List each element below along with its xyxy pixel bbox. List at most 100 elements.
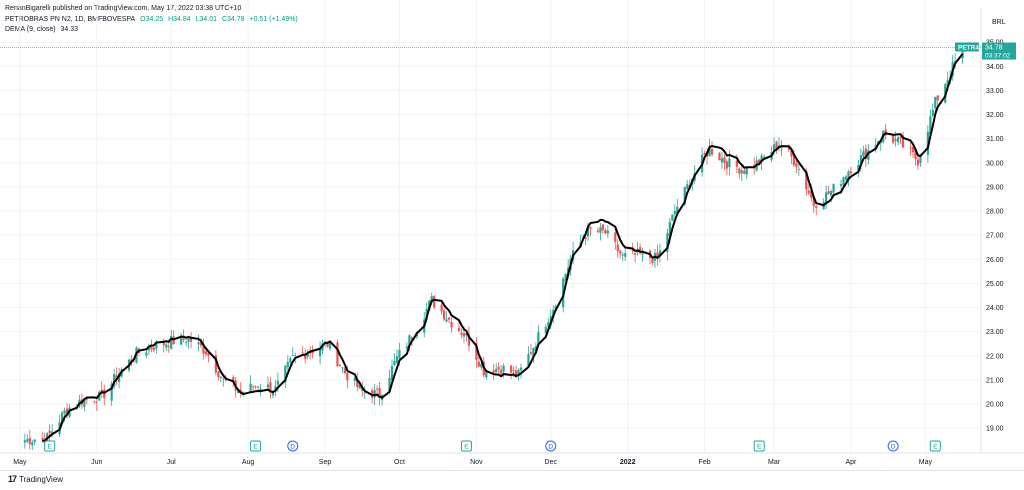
symbol-name[interactable]: PETROBRAS PN N2, 1D, BMFBOVESPA (5, 16, 136, 23)
y-tick-label: 34.00 (986, 64, 1004, 71)
event-label: D (891, 444, 896, 451)
candle-body (83, 398, 86, 408)
y-tick-label: 26.00 (986, 257, 1004, 264)
candle-body (147, 347, 150, 351)
candle-body (480, 363, 483, 368)
candle-body (519, 367, 523, 371)
candle-body (31, 442, 34, 446)
candle-body (745, 166, 748, 175)
candle-body (780, 147, 783, 149)
candle-body (294, 355, 297, 357)
candle-body (304, 354, 307, 359)
candle-body (634, 253, 637, 255)
candlesticks (23, 45, 964, 450)
y-tick-label: 19.00 (986, 426, 1004, 433)
candle-body (113, 374, 116, 387)
candle-body (274, 386, 277, 392)
y-tick-label: 23.00 (986, 329, 1004, 336)
dividend-marker[interactable] (887, 440, 899, 452)
x-tick-label: Aug (242, 459, 255, 466)
earnings-marker[interactable] (753, 440, 765, 452)
candle-body (184, 342, 188, 344)
candle-body (475, 342, 478, 360)
candle-body (167, 346, 170, 348)
candle-body (495, 368, 498, 373)
candle-body (934, 96, 937, 109)
candle-body (100, 389, 103, 392)
candle-body (844, 176, 848, 180)
candle-body (815, 205, 818, 208)
price-axis[interactable]: 19.00 20.00 21.00 22.00 23.00 24.00 25.00 26.00… (986, 40, 1004, 433)
candle-body (772, 144, 776, 151)
candle-body (249, 383, 252, 393)
candle-body (500, 369, 503, 374)
x-tick-label: Oct (394, 459, 405, 466)
candle-body (604, 230, 607, 234)
y-tick-label: 31.00 (986, 136, 1004, 143)
candle-body (502, 365, 505, 372)
candle-body (718, 152, 721, 161)
candle-body (187, 337, 190, 343)
brand-name: TradingView (19, 474, 64, 484)
candle-body (586, 225, 590, 237)
price-chart[interactable]: E E D E D E D E 19.00 20.00 21.00 22.00 23.00 24.00 2… (0, 0, 1024, 470)
candle-body (217, 371, 220, 378)
x-tick-label: 2022 (620, 459, 636, 466)
published-line: RenanBigarelli published on TradingView.… (5, 4, 244, 13)
candle-body (797, 168, 800, 170)
y-tick-label: 33.00 (986, 88, 1004, 95)
candle-body (589, 227, 592, 229)
candle-body (33, 439, 36, 443)
candle-body (703, 152, 706, 155)
candle-body (408, 335, 411, 346)
earnings-marker[interactable] (250, 440, 262, 452)
candle-body (601, 224, 604, 231)
candle-body (720, 158, 724, 163)
event-label: E (47, 444, 52, 451)
indicator-name[interactable]: DEMA (9, close) (5, 26, 56, 33)
candle-body (758, 159, 761, 165)
time-axis[interactable]: May Jun Jul Aug Sep Oct Nov Dec 2022 Feb Mar Apr May (13, 459, 932, 466)
candle-body (596, 230, 600, 232)
dividend-marker[interactable] (545, 440, 557, 452)
earnings-marker[interactable] (44, 440, 56, 452)
earnings-marker[interactable] (460, 440, 472, 452)
candle-body (514, 370, 518, 376)
candle-body (110, 383, 113, 401)
indicator-line: DEMA (9, close) 34.33 (5, 25, 81, 34)
dividend-marker[interactable] (287, 440, 299, 452)
candle-body (251, 386, 255, 388)
candle-body (353, 377, 356, 381)
candle-body (199, 340, 203, 346)
y-tick-label: 32.00 (986, 112, 1004, 119)
candle-body (328, 342, 332, 349)
candle-body (467, 334, 471, 346)
x-tick-label: May (919, 459, 933, 466)
earnings-marker[interactable] (929, 440, 941, 452)
candle-body (465, 332, 468, 336)
candle-body (214, 355, 217, 373)
tradingview-logo[interactable]: 17 TradingView (8, 474, 63, 484)
candle-body (65, 408, 69, 414)
candle-body (485, 371, 488, 378)
candle-body (564, 273, 567, 281)
y-tick-label: 22.00 (986, 353, 1004, 360)
candle-body (529, 352, 533, 354)
candle-body (509, 365, 513, 373)
candle-body (790, 149, 793, 157)
x-tick-label: Sep (319, 459, 332, 466)
tv-logo-icon: 17 (8, 474, 17, 484)
candle-body (23, 440, 26, 443)
candle-body (919, 155, 922, 164)
x-tick-label: Mar (768, 459, 781, 466)
event-label: D (548, 444, 553, 451)
candle-body (393, 360, 396, 366)
ticker-text: PETR4 (958, 45, 979, 52)
symbol-line: PETROBRAS PN N2, 1D, BMFBOVESPA O34.25 H… (5, 15, 301, 24)
candle-body (390, 366, 394, 381)
y-tick-label: 24.00 (986, 305, 1004, 312)
candle-body (812, 197, 815, 206)
candle-body (450, 322, 453, 328)
candle-body (929, 116, 932, 135)
